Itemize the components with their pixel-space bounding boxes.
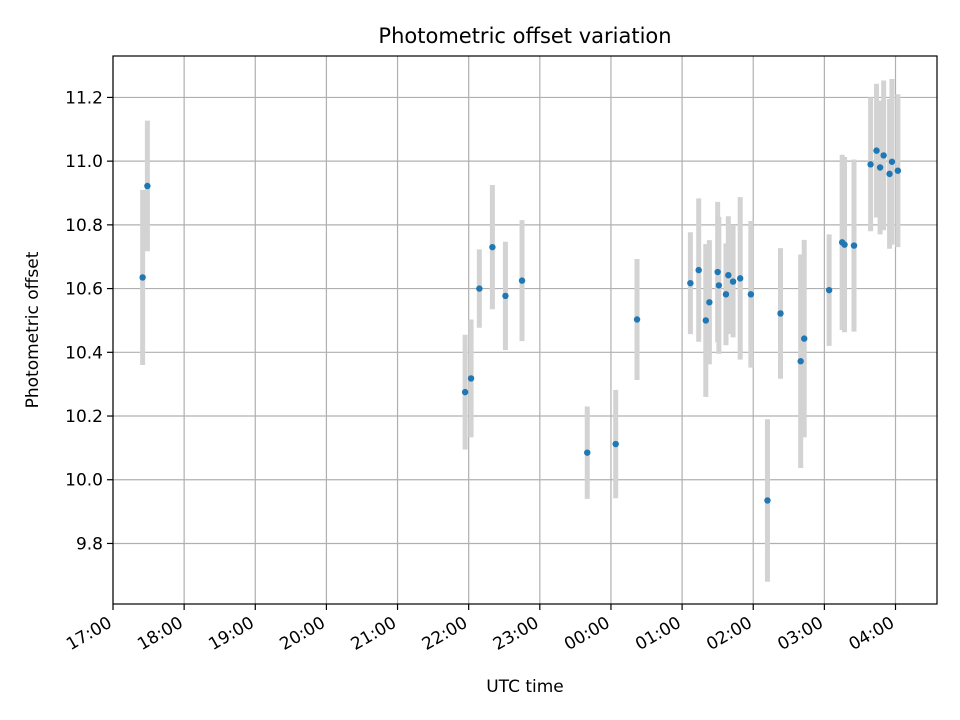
data-point <box>695 266 702 274</box>
data-point <box>886 170 893 178</box>
data-point <box>461 388 469 396</box>
data-point <box>702 317 710 324</box>
y-tick-label: 10.8 <box>65 216 103 236</box>
data-point <box>715 282 723 289</box>
data-point <box>736 275 744 282</box>
data-point <box>489 243 496 251</box>
data-point <box>139 274 146 281</box>
y-axis-label: Photometric offset <box>23 251 43 408</box>
data-point <box>467 375 475 382</box>
data-point <box>880 152 887 159</box>
data-point <box>873 147 880 154</box>
data-point <box>584 449 591 456</box>
data-point <box>476 285 483 292</box>
data-point <box>747 291 755 298</box>
data-point <box>797 358 804 365</box>
y-tick-label: 11.2 <box>65 88 103 108</box>
data-point <box>144 182 151 190</box>
y-tick-label: 11.0 <box>65 152 103 172</box>
data-point <box>801 335 808 342</box>
y-tick-label: 10.2 <box>65 407 103 427</box>
data-points <box>139 147 902 504</box>
data-point <box>888 158 896 165</box>
y-tick-label: 10.4 <box>65 343 103 363</box>
data-point <box>841 241 848 248</box>
y-axis-ticks: 9.8 10.0 10.2 10.4 10.6 10.8 11.0 11.2 <box>65 88 113 554</box>
data-point <box>894 167 902 174</box>
chart-title: Photometric offset variation <box>378 24 671 48</box>
data-point <box>687 279 694 287</box>
data-point <box>706 299 713 306</box>
data-point <box>867 161 874 168</box>
plot-frame <box>112 55 938 605</box>
x-axis-label: UTC time <box>486 677 564 697</box>
y-tick-label: 9.8 <box>76 534 103 554</box>
y-tick-label: 10.0 <box>65 471 103 491</box>
data-point <box>633 316 641 323</box>
data-point <box>502 292 509 300</box>
data-point <box>722 291 730 298</box>
data-point <box>876 164 884 171</box>
data-point <box>714 268 721 276</box>
data-point <box>764 497 771 504</box>
data-point <box>850 242 858 249</box>
data-point <box>612 440 619 448</box>
data-point <box>777 310 784 317</box>
data-point <box>729 278 737 285</box>
y-tick-label: 10.6 <box>65 280 103 300</box>
data-point <box>725 272 732 279</box>
data-point <box>825 286 833 294</box>
data-point <box>518 277 526 284</box>
